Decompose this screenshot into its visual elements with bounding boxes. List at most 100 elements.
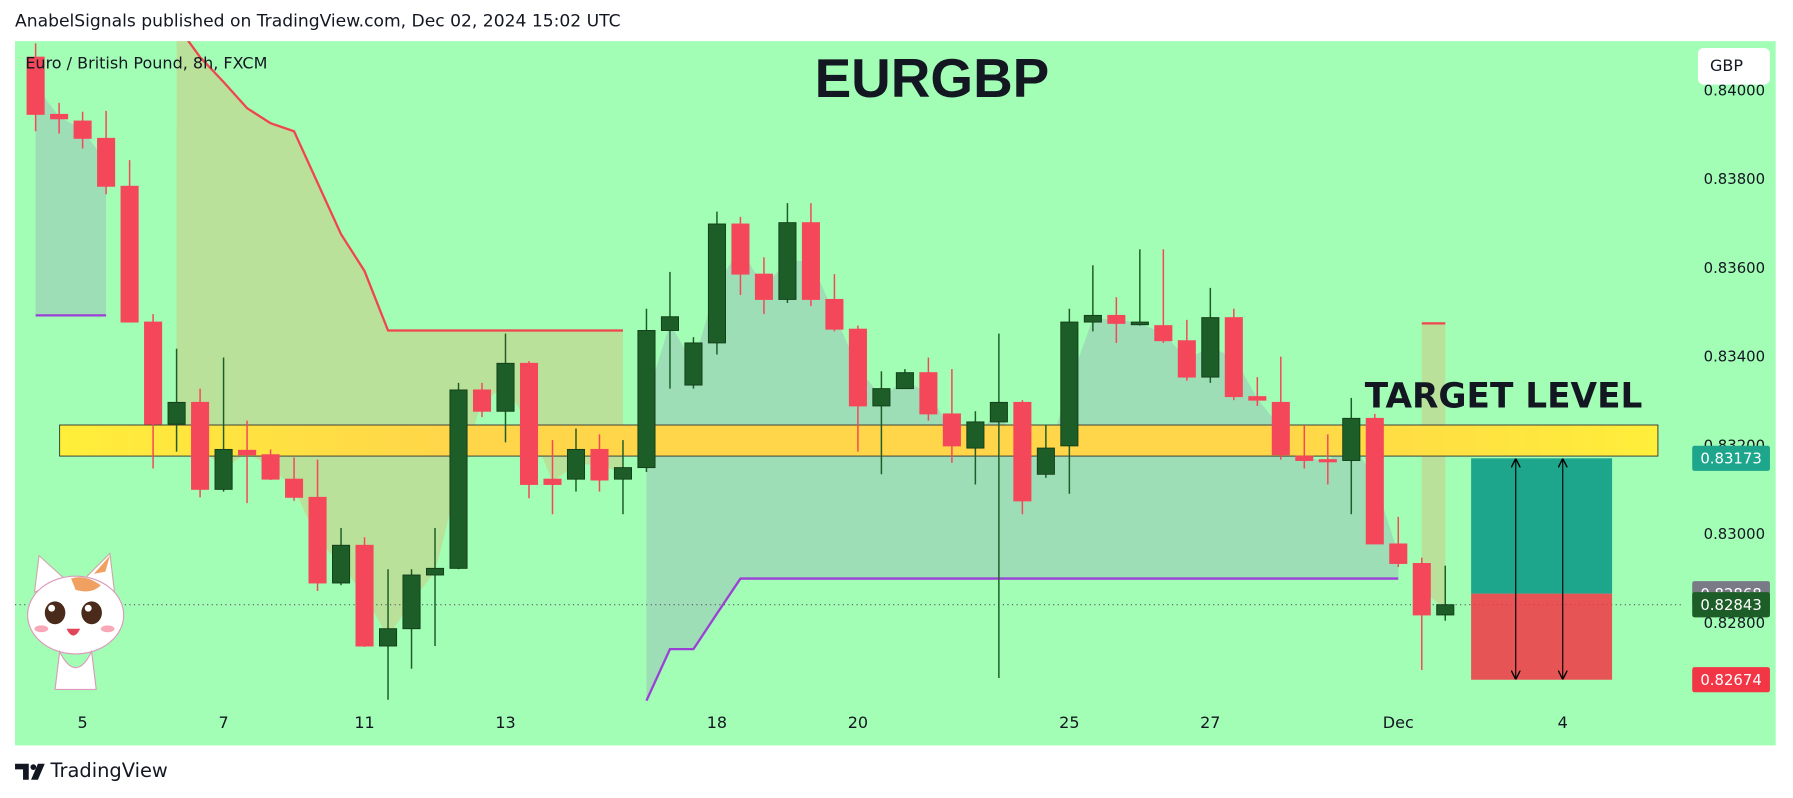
currency-label[interactable]: GBP xyxy=(1710,56,1743,75)
candle-body xyxy=(308,496,327,584)
candle-body xyxy=(425,567,445,576)
position-layer xyxy=(1471,458,1613,680)
candle-body xyxy=(1365,417,1384,545)
candle-body xyxy=(754,273,773,300)
trend-fill xyxy=(35,85,107,316)
candle-body xyxy=(1036,447,1055,475)
currency-button-bg[interactable] xyxy=(1697,48,1770,85)
candle-body xyxy=(355,544,374,647)
x-tick-label: 7 xyxy=(218,713,228,732)
price-label-bg xyxy=(1692,445,1770,471)
candle-body xyxy=(1130,321,1149,326)
footer-logo xyxy=(15,763,45,780)
candle-body xyxy=(1271,401,1290,456)
candle-body xyxy=(778,222,797,300)
y-tick-label: 0.83600 xyxy=(1704,259,1765,277)
candle-body xyxy=(872,388,891,407)
footer-brand: TradingView xyxy=(49,759,167,782)
y-tick-label: 0.82800 xyxy=(1704,614,1765,632)
position-loss xyxy=(1471,593,1613,680)
candle-body xyxy=(1436,604,1455,616)
candle-body xyxy=(942,413,961,447)
candle-body xyxy=(238,449,257,456)
candle-body xyxy=(261,454,280,480)
trend-line xyxy=(35,314,1399,702)
candle-body xyxy=(332,544,351,584)
candle-body xyxy=(144,321,163,425)
price-label: 0.83173 xyxy=(1700,449,1761,467)
candle-body xyxy=(895,372,914,390)
target-zone-layer: TARGET LEVEL xyxy=(59,376,1659,457)
candle-body xyxy=(613,467,633,480)
candle-body xyxy=(449,389,468,569)
chart-title: EURGBP xyxy=(815,47,1050,109)
candle-body xyxy=(1154,325,1173,342)
axes: 0.828000.830000.832000.834000.836000.838… xyxy=(78,81,1770,732)
trend-fill xyxy=(176,41,623,638)
candle-body xyxy=(919,372,938,415)
candle-body xyxy=(1342,417,1361,461)
candle-body xyxy=(191,401,210,490)
candle-body xyxy=(966,421,985,449)
position-profit xyxy=(1471,458,1613,594)
candle-body xyxy=(472,389,492,412)
x-tick-label: Dec xyxy=(1383,713,1414,732)
x-tick-label: 13 xyxy=(495,713,515,732)
trend-fill xyxy=(1421,323,1446,610)
target-zone xyxy=(59,424,1659,457)
indicator-lines xyxy=(15,41,1684,702)
target-zone-label: TARGET LEVEL xyxy=(1365,376,1643,416)
price-label: 0.82843 xyxy=(1700,596,1761,614)
candle-body xyxy=(97,137,116,187)
candle-body xyxy=(566,448,586,480)
y-tick-label: 0.83000 xyxy=(1704,525,1765,543)
y-tick-label: 0.83800 xyxy=(1704,170,1765,188)
candle-body xyxy=(707,223,726,344)
symbol-label: Euro / British Pound, 8h, FXCM xyxy=(25,54,267,73)
candle-body xyxy=(1389,543,1408,564)
price-label-bg xyxy=(1692,592,1770,618)
x-tick-label: 18 xyxy=(707,713,727,732)
candle-body xyxy=(1201,317,1220,378)
candle-body xyxy=(379,628,398,647)
candle-body xyxy=(167,401,186,425)
candle-body xyxy=(1295,455,1314,461)
currency-button[interactable]: GBP xyxy=(1697,48,1770,85)
candle-body xyxy=(26,56,45,115)
price-label-bg xyxy=(1692,667,1770,693)
candle-body xyxy=(73,120,92,139)
candle-body xyxy=(684,342,703,386)
candle-body xyxy=(1107,314,1126,324)
candle-body xyxy=(1083,314,1102,323)
trend-line xyxy=(187,41,1446,332)
x-tick-label: 25 xyxy=(1059,713,1079,732)
candle-body xyxy=(519,362,539,485)
y-tick-label: 0.84000 xyxy=(1704,81,1765,99)
candle-body xyxy=(1318,459,1337,463)
candle-body xyxy=(989,401,1008,423)
candle-body xyxy=(543,478,562,485)
candle-body xyxy=(120,185,139,323)
candles xyxy=(26,43,1455,700)
x-tick-label: 27 xyxy=(1200,713,1220,732)
candle-body xyxy=(590,448,609,481)
candle-body xyxy=(1060,321,1079,447)
x-tick-label: 4 xyxy=(1558,713,1568,732)
y-tick-label: 0.83400 xyxy=(1704,348,1765,366)
x-tick-label: 5 xyxy=(78,713,88,732)
header-text: AnabelSignals published on TradingView.c… xyxy=(15,12,621,32)
candle-body xyxy=(825,298,844,330)
candle-body xyxy=(801,222,820,300)
x-tick-label: 20 xyxy=(848,713,868,732)
candle-body xyxy=(1412,563,1431,616)
candle-body xyxy=(731,223,750,275)
sticker xyxy=(27,552,125,690)
candle-body xyxy=(214,448,233,490)
x-tick-label: 11 xyxy=(354,713,374,732)
candle-body xyxy=(660,316,679,331)
price-label: 0.82674 xyxy=(1700,671,1761,689)
candle-body xyxy=(1177,340,1196,378)
candle-body xyxy=(402,574,421,630)
